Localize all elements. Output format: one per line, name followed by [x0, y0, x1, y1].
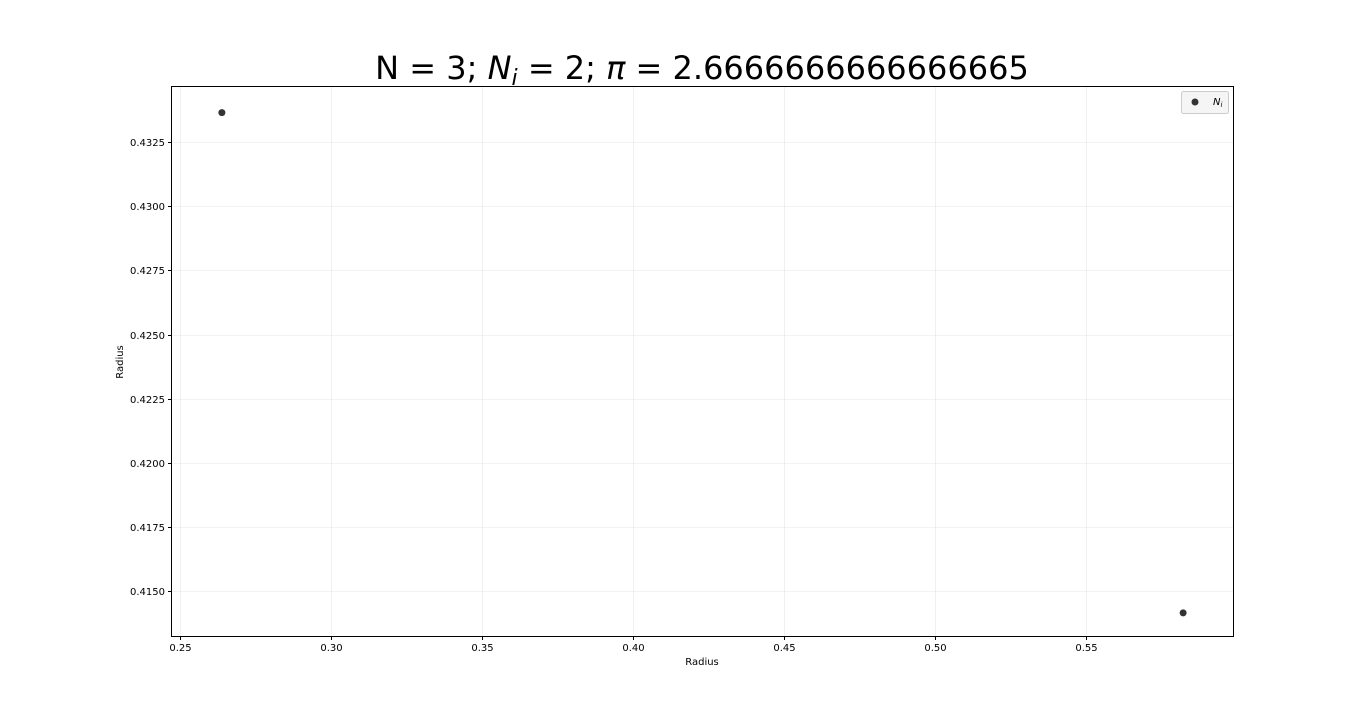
data-point: [218, 109, 225, 116]
x-tick-label: 0.35: [471, 643, 493, 654]
y-tick-label: 0.4275: [130, 266, 165, 277]
title-ni-symbol: N: [488, 49, 512, 87]
title-part-n: N = 3;: [375, 49, 487, 87]
data-point: [1180, 609, 1187, 616]
y-tick-label: 0.4225: [130, 395, 165, 406]
chart-title: N = 3; Ni = 2; π = 2.6666666666666665: [375, 49, 1029, 91]
x-tick-label: 0.55: [1075, 643, 1097, 654]
y-axis-label: Radius: [115, 345, 126, 379]
y-tick-label: 0.4175: [130, 523, 165, 534]
title-pi-symbol: π: [606, 49, 626, 87]
x-tick-label: 0.25: [169, 643, 191, 654]
x-tick-label: 0.50: [924, 643, 946, 654]
legend: Ni: [1182, 92, 1229, 114]
x-tick-label: 0.40: [622, 643, 644, 654]
x-tick-label: 0.30: [320, 643, 342, 654]
y-tick-label: 0.4150: [130, 587, 165, 598]
legend-marker: [1192, 99, 1199, 106]
y-tick-label: 0.4250: [130, 331, 165, 342]
y-tick-label: 0.4325: [130, 138, 165, 149]
title-part-pi-value: = 2.6666666666666665: [625, 49, 1028, 87]
y-tick-label: 0.4200: [130, 459, 165, 470]
x-tick-label: 0.45: [773, 643, 795, 654]
legend-subscript: i: [1220, 101, 1222, 109]
x-axis-label: Radius: [685, 657, 719, 668]
title-part-ni-value: = 2;: [518, 49, 606, 87]
y-tick-label: 0.4300: [130, 202, 165, 213]
